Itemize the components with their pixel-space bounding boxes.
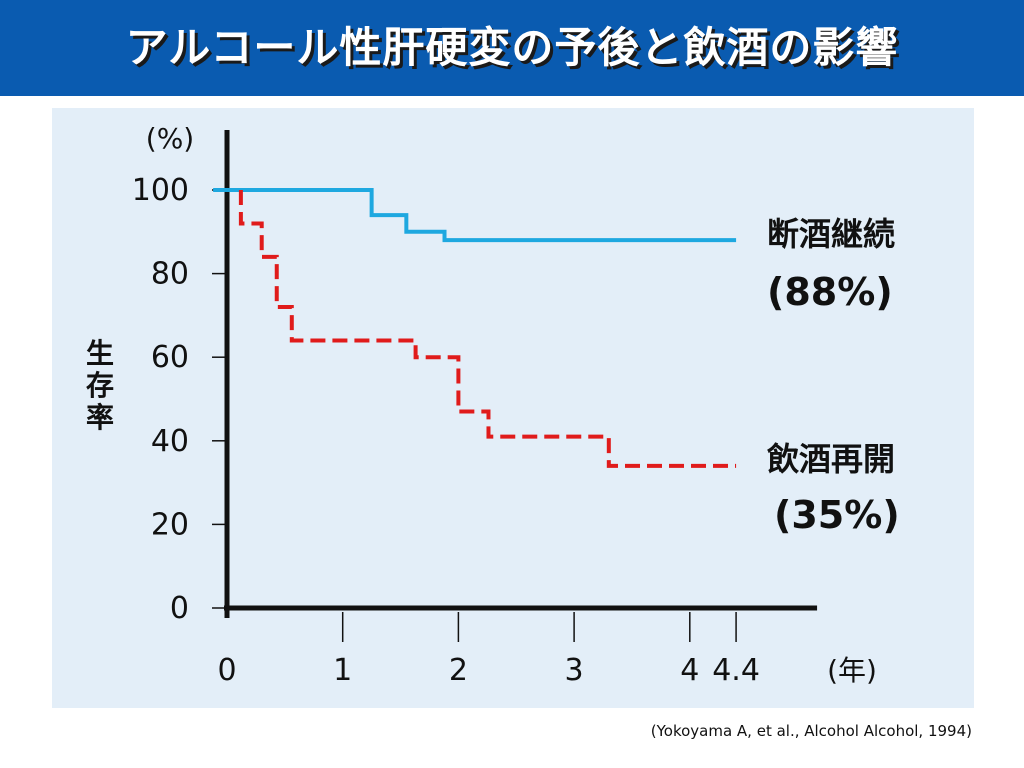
series-name-1: 飲酒再開 [767,440,895,478]
plot-panel: 0 20 40 60 80 100 0 1 2 3 4 4.4 (%) (年) 生存率 断酒継続 (88%) 飲酒… [52,108,974,708]
x-tick-label-0: 0 [217,653,236,688]
y-axis-label-char-2: 率 [86,401,114,434]
x-tick-label-4.4: 4.4 [712,653,760,688]
y-unit-label: (%) [146,122,194,155]
x-tick-label-4: 4 [680,653,699,688]
x-tick-label-2: 2 [449,653,468,688]
y-tick-label-60: 60 [151,340,189,375]
title-bar [0,0,1024,96]
y-axis-label-char-1: 存 [86,369,114,402]
y-tick-label-40: 40 [151,424,189,459]
series-line-1 [238,190,737,468]
series-end-value-1: (35%) [774,493,900,537]
series-end-value-0: (88%) [767,270,893,314]
slide-title: アルコール性肝硬変の予後と飲酒の影響 [125,23,899,72]
y-tick-label-100: 100 [132,173,189,208]
series-layer [213,188,737,468]
y-tick-label-0: 0 [170,591,189,626]
survival-chart: 0 20 40 60 80 100 0 1 2 3 4 4.4 (%) (年) 生存率 断酒継続 (88%) 飲酒… [86,122,900,688]
y-tick-label-20: 20 [151,507,189,542]
x-tick-label-1: 1 [333,653,352,688]
x-tick-label-3: 3 [565,653,584,688]
series-line-0 [213,188,737,243]
axes-layer [212,130,818,642]
series-name-0: 断酒継続 [767,215,895,253]
y-tick-label-80: 80 [151,257,189,292]
citation: (Yokoyama A, et al., Alcohol Alcohol, 19… [650,722,972,740]
x-unit-label: (年) [827,654,877,687]
y-axis-label-char-0: 生 [86,337,114,370]
label-layer: 0 20 40 60 80 100 0 1 2 3 4 4.4 (%) (年) 生存率 断酒継続 (88%) 飲酒… [86,122,900,688]
